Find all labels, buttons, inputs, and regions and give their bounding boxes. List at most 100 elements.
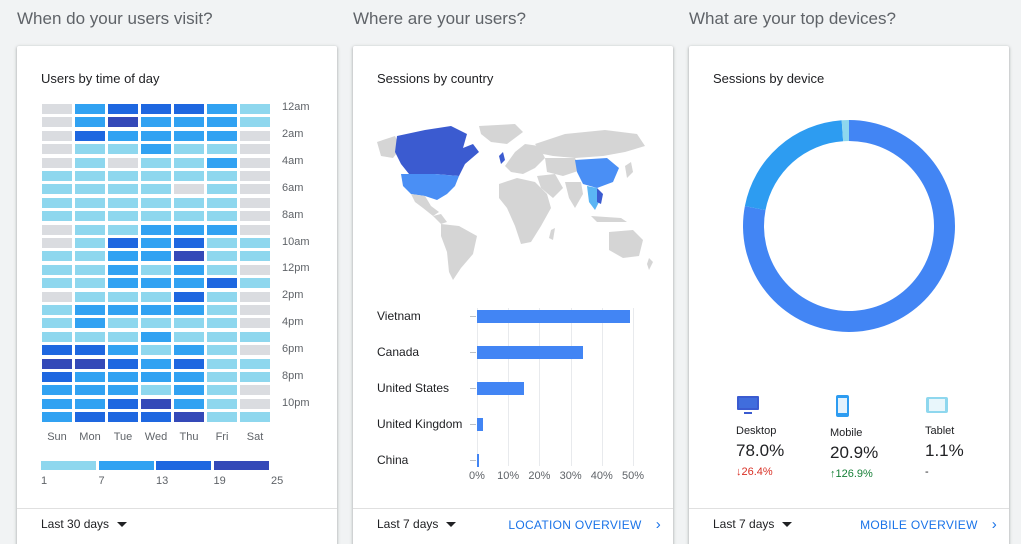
heatmap-cell[interactable] xyxy=(75,264,105,275)
heatmap-cell[interactable] xyxy=(108,144,138,155)
heatmap-cell[interactable] xyxy=(240,184,270,195)
heatmap-cell[interactable] xyxy=(108,184,138,195)
heatmap-cell[interactable] xyxy=(75,171,105,181)
heatmap-cell[interactable] xyxy=(108,331,138,342)
heatmap-cell[interactable] xyxy=(174,412,204,423)
heatmap-cell[interactable] xyxy=(207,412,237,423)
heatmap-cell[interactable] xyxy=(108,130,138,141)
heatmap-cell[interactable] xyxy=(42,224,72,235)
heatmap-cell[interactable] xyxy=(108,305,138,315)
heatmap-cell[interactable] xyxy=(141,117,171,128)
heatmap-cell[interactable] xyxy=(75,331,105,342)
heatmap-cell[interactable] xyxy=(207,291,237,302)
heatmap-cell[interactable] xyxy=(240,251,270,262)
heatmap-cell[interactable] xyxy=(174,291,204,302)
heatmap-cell[interactable] xyxy=(141,211,171,222)
heatmap-cell[interactable] xyxy=(207,144,237,155)
heatmap-cell[interactable] xyxy=(108,372,138,382)
heatmap-cell[interactable] xyxy=(174,238,204,248)
heatmap-cell[interactable] xyxy=(75,318,105,329)
heatmap-cell[interactable] xyxy=(207,264,237,275)
heatmap-cell[interactable] xyxy=(240,398,270,409)
heatmap-cell[interactable] xyxy=(108,238,138,248)
heatmap-cell[interactable] xyxy=(42,372,72,382)
heatmap-cell[interactable] xyxy=(108,345,138,356)
heatmap-cell[interactable] xyxy=(108,197,138,208)
heatmap-cell[interactable] xyxy=(141,331,171,342)
heatmap-cell[interactable] xyxy=(240,318,270,329)
heatmap-cell[interactable] xyxy=(174,372,204,382)
heatmap-cell[interactable] xyxy=(75,305,105,315)
heatmap-cell[interactable] xyxy=(240,358,270,369)
heatmap-cell[interactable] xyxy=(207,157,237,168)
heatmap-cell[interactable] xyxy=(42,117,72,128)
heatmap-cell[interactable] xyxy=(141,318,171,329)
heatmap-cell[interactable] xyxy=(42,184,72,195)
heatmap-cell[interactable] xyxy=(42,385,72,396)
heatmap-cell[interactable] xyxy=(141,224,171,235)
heatmap-cell[interactable] xyxy=(207,211,237,222)
heatmap-cell[interactable] xyxy=(75,184,105,195)
heatmap-cell[interactable] xyxy=(207,331,237,342)
heatmap-cell[interactable] xyxy=(75,157,105,168)
heatmap-cell[interactable] xyxy=(75,345,105,356)
heatmap-cell[interactable] xyxy=(174,318,204,329)
heatmap-cell[interactable] xyxy=(174,264,204,275)
heatmap-cell[interactable] xyxy=(141,144,171,155)
heatmap-cell[interactable] xyxy=(42,157,72,168)
heatmap-cell[interactable] xyxy=(141,251,171,262)
heatmap-cell[interactable] xyxy=(174,171,204,181)
heatmap-cell[interactable] xyxy=(42,238,72,248)
heatmap-cell[interactable] xyxy=(108,117,138,128)
date-range-dropdown[interactable]: Last 7 days xyxy=(713,517,793,531)
heatmap-cell[interactable] xyxy=(108,264,138,275)
heatmap-cell[interactable] xyxy=(75,130,105,141)
donut-slice-tablet[interactable] xyxy=(841,120,849,142)
heatmap-cell[interactable] xyxy=(141,278,171,289)
heatmap-cell[interactable] xyxy=(240,305,270,315)
heatmap-cell[interactable] xyxy=(75,104,105,114)
heatmap-cell[interactable] xyxy=(207,197,237,208)
device-donut-chart[interactable] xyxy=(739,116,959,336)
heatmap-cell[interactable] xyxy=(174,184,204,195)
country-bar[interactable] xyxy=(477,454,479,467)
heatmap-cell[interactable] xyxy=(42,264,72,275)
heatmap-cell[interactable] xyxy=(141,358,171,369)
heatmap-cell[interactable] xyxy=(141,171,171,181)
heatmap-cell[interactable] xyxy=(174,251,204,262)
heatmap-cell[interactable] xyxy=(174,224,204,235)
country-bar[interactable] xyxy=(477,346,584,359)
heatmap-cell[interactable] xyxy=(42,345,72,356)
heatmap-cell[interactable] xyxy=(207,171,237,181)
country-bar[interactable] xyxy=(477,310,630,323)
mobile-overview-link[interactable]: MOBILE OVERVIEW › xyxy=(860,517,997,532)
heatmap-cell[interactable] xyxy=(42,291,72,302)
device-item-tablet[interactable]: Tablet 1.1% - xyxy=(925,394,1009,478)
heatmap-cell[interactable] xyxy=(174,398,204,409)
heatmap-cell[interactable] xyxy=(174,197,204,208)
heatmap-cell[interactable] xyxy=(240,345,270,356)
heatmap-cell[interactable] xyxy=(75,224,105,235)
heatmap-cell[interactable] xyxy=(42,104,72,114)
heatmap-cell[interactable] xyxy=(75,251,105,262)
heatmap-cell[interactable] xyxy=(240,171,270,181)
heatmap-cell[interactable] xyxy=(141,238,171,248)
heatmap-cell[interactable] xyxy=(42,130,72,141)
heatmap-cell[interactable] xyxy=(207,184,237,195)
heatmap-cell[interactable] xyxy=(141,372,171,382)
heatmap-cell[interactable] xyxy=(141,412,171,423)
heatmap-cell[interactable] xyxy=(75,144,105,155)
device-item-mobile[interactable]: Mobile 20.9% ↑126.9% xyxy=(830,394,920,480)
heatmap-cell[interactable] xyxy=(141,184,171,195)
heatmap-cell[interactable] xyxy=(141,130,171,141)
heatmap-cell[interactable] xyxy=(141,291,171,302)
heatmap-cell[interactable] xyxy=(207,251,237,262)
heatmap-cell[interactable] xyxy=(207,238,237,248)
heatmap-cell[interactable] xyxy=(207,318,237,329)
heatmap-cell[interactable] xyxy=(207,278,237,289)
heatmap-cell[interactable] xyxy=(240,197,270,208)
heatmap-cell[interactable] xyxy=(108,211,138,222)
heatmap-cell[interactable] xyxy=(75,211,105,222)
heatmap-cell[interactable] xyxy=(108,278,138,289)
heatmap-cell[interactable] xyxy=(141,264,171,275)
